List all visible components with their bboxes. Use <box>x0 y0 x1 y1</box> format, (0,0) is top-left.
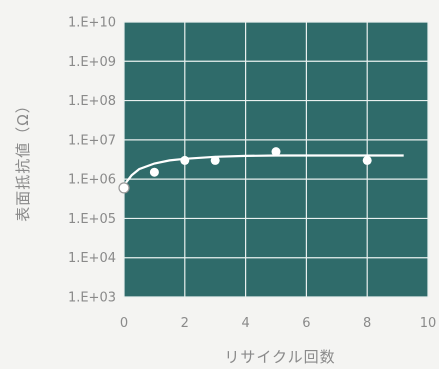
y-tick-label: 1.E+07 <box>68 133 116 148</box>
y-tick-label: 1.E+04 <box>68 251 116 266</box>
x-tick-label: 6 <box>302 316 310 331</box>
y-tick-label: 1.E+08 <box>68 94 116 109</box>
y-tick-label: 1.E+06 <box>68 173 116 188</box>
data-point-3 <box>210 155 220 165</box>
tick-labels: 1.E+03 1.E+04 1.E+05 1.E+06 1.E+07 1.E+08 1.E+… <box>68 16 436 332</box>
y-tick-label: 1.E+10 <box>68 16 116 31</box>
data-point-2 <box>180 155 190 165</box>
y-tick-label: 1.E+03 <box>68 291 116 306</box>
x-axis-label: リサイクル回数 <box>224 348 335 366</box>
data-marks <box>118 147 404 194</box>
y-tick-label: 1.E+05 <box>68 212 116 227</box>
x-tick-label: 0 <box>120 316 128 331</box>
y-tick-label: 1.E+09 <box>68 55 116 70</box>
x-tick-label: 8 <box>363 316 371 331</box>
x-tick-label: 10 <box>420 316 437 331</box>
data-point-4 <box>271 147 281 157</box>
x-tick-label: 2 <box>181 316 189 331</box>
x-tick-label: 4 <box>241 316 249 331</box>
data-point-1 <box>149 167 159 177</box>
data-point-5 <box>362 155 372 165</box>
data-point-0 <box>118 182 130 194</box>
y-axis-label: 表面抵抗値（Ω） <box>14 97 32 221</box>
